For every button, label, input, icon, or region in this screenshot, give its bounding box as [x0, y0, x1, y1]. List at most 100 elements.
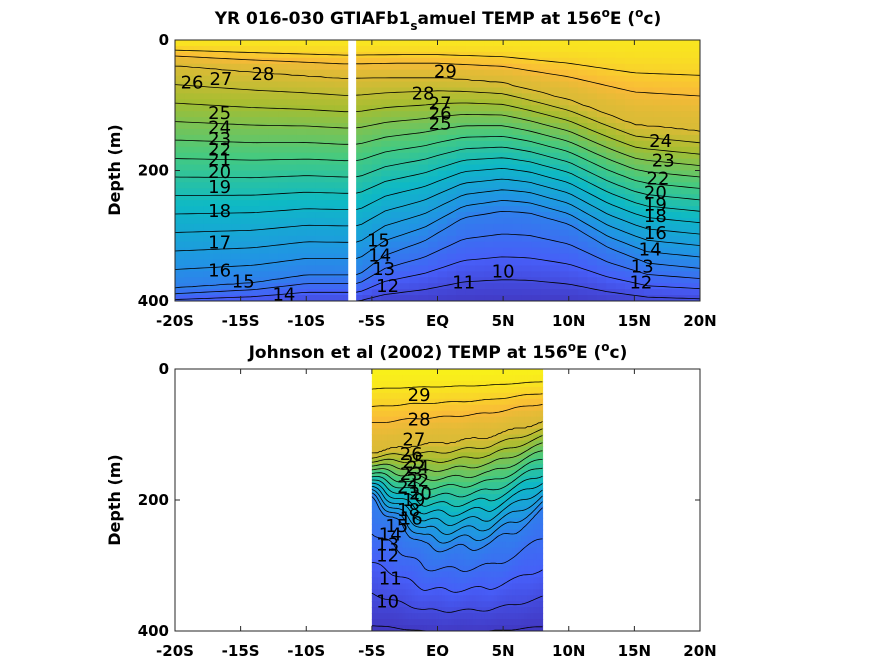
field-cell	[409, 265, 420, 272]
field-cell	[460, 607, 464, 614]
field-cell	[530, 386, 534, 394]
field-cell	[469, 470, 474, 477]
field-cell	[662, 69, 673, 77]
field-cell	[411, 482, 416, 489]
field-cell	[240, 164, 251, 172]
field-cell	[451, 505, 455, 513]
field-cell	[490, 416, 495, 424]
field-cell	[662, 140, 673, 148]
field-cell	[496, 553, 501, 561]
field-cell	[465, 170, 476, 178]
field-cell	[396, 464, 400, 471]
field-cell	[643, 265, 654, 272]
field-cell	[296, 283, 307, 290]
field-cell	[417, 565, 422, 573]
field-cell	[499, 505, 504, 513]
field-cell	[521, 559, 525, 567]
field-cell	[515, 547, 519, 555]
field-cell	[469, 535, 474, 543]
field-cell	[250, 182, 260, 189]
field-cell	[527, 374, 531, 382]
field-cell	[446, 128, 457, 136]
field-cell	[203, 146, 214, 154]
field-cell	[250, 241, 260, 249]
field-cell	[502, 476, 507, 483]
field-cell	[441, 613, 446, 620]
field-cell	[521, 374, 525, 382]
field-cell	[437, 81, 448, 89]
field-cell	[445, 482, 449, 489]
field-cell	[533, 380, 538, 388]
field-cell	[353, 217, 364, 225]
field-cell	[175, 241, 185, 249]
field-cell	[596, 164, 607, 172]
field-cell	[503, 283, 514, 290]
field-cell	[606, 63, 617, 71]
field-cell	[493, 235, 504, 243]
field-cell	[466, 458, 470, 465]
field-cell	[175, 182, 185, 189]
field-cell	[653, 182, 664, 189]
field-cell	[221, 265, 232, 272]
field-cell	[502, 595, 507, 602]
field-cell	[493, 547, 498, 555]
field-cell	[411, 613, 416, 620]
field-cell	[521, 488, 525, 495]
field-cell	[390, 601, 394, 608]
field-cell	[250, 283, 260, 290]
field-cell	[463, 470, 467, 477]
field-cell	[371, 380, 376, 388]
field-cell	[463, 529, 467, 537]
field-cell	[505, 607, 510, 614]
field-cell	[381, 404, 385, 412]
field-cell	[306, 206, 317, 213]
field-cell	[184, 217, 195, 225]
field-cell	[417, 374, 422, 382]
field-cell	[432, 476, 437, 483]
field-cell	[490, 380, 495, 388]
field-cell	[418, 194, 429, 201]
field-cell	[334, 235, 345, 243]
field-cell	[681, 271, 692, 278]
field-cell	[334, 176, 345, 183]
field-cell	[615, 265, 626, 272]
field-cell	[587, 271, 598, 278]
field-cell	[362, 140, 373, 148]
field-cell	[472, 619, 477, 626]
field-cell	[390, 45, 401, 53]
field-cell	[559, 40, 570, 47]
field-cell	[381, 182, 392, 189]
field-cell	[484, 440, 489, 448]
field-cell	[484, 589, 489, 596]
field-cell	[484, 229, 495, 237]
field-cell	[465, 289, 476, 296]
field-cell	[420, 434, 425, 442]
field-cell	[606, 253, 617, 261]
field-cell	[540, 134, 551, 142]
field-cell	[568, 289, 579, 296]
field-cell	[287, 63, 298, 71]
field-cell	[446, 235, 457, 243]
field-cell	[446, 146, 457, 154]
field-cell	[445, 559, 449, 567]
field-cell	[184, 158, 195, 166]
x-tick-label: 5N	[492, 312, 515, 330]
field-cell	[454, 559, 458, 567]
field-cell	[530, 505, 534, 513]
field-cell	[481, 565, 486, 573]
field-cell	[457, 494, 461, 501]
field-cell	[568, 259, 579, 267]
field-cell	[428, 212, 439, 219]
field-cell	[469, 422, 474, 430]
field-cell	[175, 99, 185, 106]
field-cell	[371, 45, 382, 53]
field-cell	[550, 123, 560, 130]
isotherm-label: 12	[629, 273, 652, 294]
isotherm-19	[175, 157, 700, 212]
field-cell	[423, 607, 428, 614]
field-cell	[466, 494, 470, 501]
field-cell	[533, 369, 538, 376]
field-cell	[530, 535, 534, 543]
field-cell	[396, 440, 400, 448]
